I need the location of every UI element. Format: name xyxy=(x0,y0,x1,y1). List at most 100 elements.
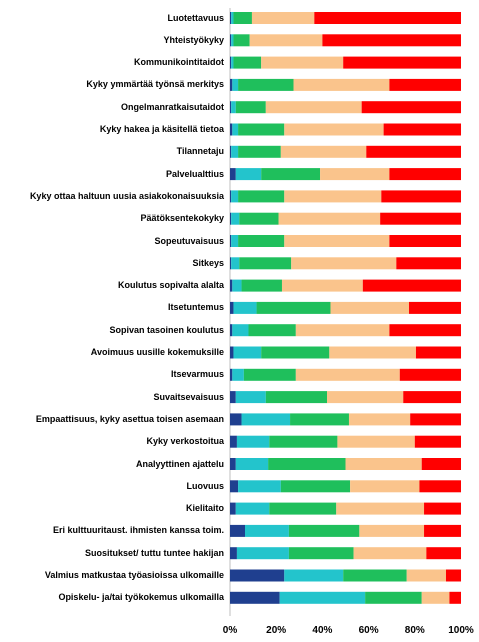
category-label: Itsevarmuus xyxy=(170,369,224,380)
bar-segment xyxy=(241,413,291,426)
bar-segment xyxy=(230,145,232,158)
bar-segment xyxy=(231,56,234,69)
category-label: Valmius matkustaa työasioissa ulkomaille xyxy=(44,570,224,580)
bar-segment xyxy=(248,324,296,337)
bar-segment xyxy=(348,413,411,426)
category-label: Itsetuntemus xyxy=(167,302,224,313)
bar-segment xyxy=(238,190,285,203)
category-label: Luotettavuus xyxy=(167,12,224,23)
bar-segment xyxy=(235,168,262,181)
bar-segment xyxy=(290,413,349,426)
bar-segment xyxy=(399,368,461,381)
bar-segment xyxy=(230,569,285,582)
bar-segment xyxy=(230,190,232,203)
bar-segment xyxy=(238,235,285,247)
bar-segment xyxy=(389,324,461,337)
category-label: Sopivan tasoinen koulutus xyxy=(109,324,224,335)
bar-segment xyxy=(230,101,232,114)
bar-segment xyxy=(322,34,461,47)
bar-segment xyxy=(230,502,236,515)
category-label: Analyyttinen ajattelu xyxy=(135,458,224,469)
bar-segment xyxy=(269,435,338,448)
bar-segment xyxy=(295,368,400,381)
bar-segment xyxy=(366,145,461,158)
bar-segment xyxy=(238,480,281,493)
bar-segment xyxy=(241,279,282,292)
bar-segment xyxy=(265,391,328,404)
bar-segment xyxy=(245,524,289,537)
bar-segment xyxy=(235,101,266,114)
bar-segment xyxy=(251,12,315,24)
category-label: Koulutus sopivalta alalta xyxy=(117,280,224,291)
bar-segment xyxy=(284,235,390,247)
bar-segment xyxy=(231,235,239,247)
bar-segment xyxy=(410,413,461,426)
bar-segment xyxy=(279,591,366,604)
bar-segment xyxy=(449,591,461,604)
bar-segment xyxy=(230,346,234,359)
bar-segment xyxy=(288,547,354,560)
bar-segment xyxy=(284,190,382,203)
bar-segment xyxy=(238,145,281,158)
bar-segment xyxy=(230,458,236,470)
category-label: Eri kulttuuritaust. ihmisten kanssa toim… xyxy=(52,525,224,536)
bar-segment xyxy=(231,34,234,47)
bar-segment xyxy=(261,168,321,181)
bar-segment xyxy=(281,279,363,292)
category-label: Kielitaito xyxy=(185,503,224,514)
bar-segment xyxy=(365,591,422,604)
category-label: Suositukset/ tuttu tuntee hakijan xyxy=(84,547,224,558)
category-label: Kyky ottaa haltuun uusia asiakokonaisuuk… xyxy=(29,190,224,201)
bar-segment xyxy=(343,56,461,69)
category-label: Yhteistyökyky xyxy=(163,34,224,45)
bar-segment xyxy=(236,547,289,560)
category-label: Ongelmanratkaisutaidot xyxy=(120,101,224,112)
bar-segment xyxy=(337,435,415,448)
bar-segment xyxy=(389,78,461,91)
bar-segment xyxy=(389,235,461,247)
bar-segment xyxy=(231,101,236,114)
bar-segment xyxy=(232,123,239,136)
bar-segment xyxy=(230,524,246,537)
category-label: Kommunikointitaidot xyxy=(134,57,224,68)
bar-segment xyxy=(350,480,420,493)
bar-segment xyxy=(421,591,450,604)
bar-segment xyxy=(327,391,404,404)
x-tick-label: 80% xyxy=(404,625,425,636)
category-label: Avoimuus uusille kokemuksille xyxy=(90,347,224,357)
bar-segment xyxy=(239,212,279,225)
bar-segment xyxy=(389,168,461,181)
bar-segment xyxy=(232,368,244,381)
category-label: Päätöksentekokyky xyxy=(140,213,224,224)
bar-segment xyxy=(230,168,236,181)
bar-segment xyxy=(235,391,266,404)
bar-segment xyxy=(233,301,257,314)
bar-segment xyxy=(236,435,270,448)
bar-segment xyxy=(230,480,239,493)
bar-segment xyxy=(235,458,269,470)
category-label: Suvaitsevaisuus xyxy=(153,391,224,402)
bar-segment xyxy=(424,524,461,537)
bar-segment xyxy=(230,235,232,247)
bar-segment xyxy=(265,101,362,114)
bar-segment xyxy=(239,257,292,270)
bar-segment xyxy=(419,480,461,493)
bar-segment xyxy=(336,502,425,515)
x-tick-label: 100% xyxy=(448,625,474,636)
x-tick-label: 0% xyxy=(222,625,238,636)
bar-segment xyxy=(353,547,427,560)
bar-segment xyxy=(230,257,232,270)
bar-segment xyxy=(249,34,323,47)
bar-segment xyxy=(243,368,296,381)
x-tick-label: 20% xyxy=(266,625,287,636)
bar-segment xyxy=(261,346,330,359)
bar-segment xyxy=(329,346,416,359)
bar-segment xyxy=(230,34,232,47)
category-label: Sopeutuvaisuus xyxy=(154,235,224,246)
category-label: Opiskelu- ja/tai työkokemus ulkomailla xyxy=(58,592,224,603)
bar-segment xyxy=(445,569,462,582)
bar-segment xyxy=(233,34,250,47)
bar-segment xyxy=(230,435,237,448)
bar-segment xyxy=(231,190,239,203)
bar-segment xyxy=(361,101,461,114)
